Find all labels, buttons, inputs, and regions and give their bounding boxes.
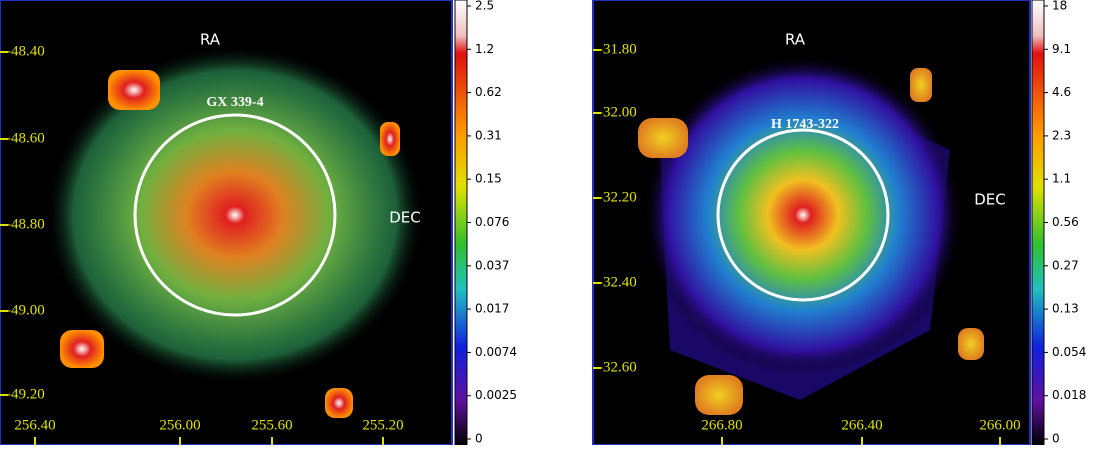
stray-source — [325, 388, 353, 418]
colorbar-label: 0.15 — [475, 172, 502, 186]
colorbar-label: 2.3 — [1052, 128, 1071, 142]
colorbar-label: 0.62 — [475, 85, 502, 99]
y-tick-label: -32.20 — [598, 189, 637, 205]
y-tick-label: -32.00 — [598, 104, 637, 120]
y-tick-label: -48.40 — [6, 43, 45, 59]
y-tick-label: -49.20 — [6, 386, 45, 402]
emission — [643, 55, 963, 375]
source-label: H 1743-322 — [771, 117, 839, 132]
colorbar-label: 0.56 — [1052, 215, 1079, 229]
x-tick-label: 256.40 — [14, 417, 55, 433]
x-tick-label: 256.00 — [159, 417, 200, 433]
ra-label: RA — [200, 31, 221, 49]
stray-source — [638, 118, 688, 158]
colorbar-label: 1.1 — [1052, 172, 1071, 186]
colorbar — [454, 0, 468, 446]
colorbar-label: 0.076 — [475, 215, 509, 229]
x-tick-label: 266.80 — [701, 417, 742, 433]
colorbar-label: 9.1 — [1052, 42, 1071, 56]
y-tick-label: -32.40 — [598, 274, 637, 290]
x-tick-label: 266.00 — [979, 417, 1020, 433]
source-label: GX 339-4 — [206, 95, 263, 110]
colorbar-label: 0 — [475, 432, 483, 446]
y-tick-label: -32.60 — [598, 359, 637, 375]
colorbar-label: 0.037 — [475, 258, 509, 272]
y-tick-label: -48.80 — [6, 216, 45, 232]
colorbar-label: 0 — [1052, 432, 1060, 446]
stray-source — [60, 330, 104, 368]
stray-source — [958, 328, 984, 360]
colorbar-label: 2.5 — [475, 0, 494, 13]
x-tick-label: 255.20 — [362, 417, 403, 433]
dec-label: DEC — [974, 191, 1006, 209]
colorbar-label: 0.0074 — [475, 345, 517, 359]
colorbar-label: 0.31 — [475, 128, 502, 142]
y-tick-label: -49.00 — [6, 302, 45, 318]
colorbar-label: 1.2 — [475, 42, 494, 56]
dec-label: DEC — [389, 209, 421, 227]
y-tick-label: -31.80 — [598, 41, 637, 57]
colorbar — [1031, 0, 1045, 446]
x-tick-label: 266.40 — [841, 417, 882, 433]
stray-source — [380, 122, 400, 156]
y-tick-label: -48.60 — [6, 130, 45, 146]
colorbar-label: 0.0025 — [475, 388, 517, 402]
colorbar-label: 4.6 — [1052, 85, 1071, 99]
colorbar-label: 0.27 — [1052, 258, 1079, 272]
ra-label: RA — [785, 31, 806, 49]
emission — [45, 45, 425, 385]
colorbar-label: 0.13 — [1052, 302, 1079, 316]
colorbar-label: 0.054 — [1052, 345, 1086, 359]
stray-source — [108, 70, 160, 110]
colorbar-label: 0.017 — [475, 302, 509, 316]
aperture-circle — [133, 113, 337, 317]
colorbar-label: 0.018 — [1052, 388, 1086, 402]
x-tick-label: 255.60 — [251, 417, 292, 433]
stray-source — [695, 375, 743, 415]
aperture-circle — [716, 128, 890, 302]
stray-source — [910, 68, 932, 102]
colorbar-label: 18 — [1052, 0, 1067, 13]
